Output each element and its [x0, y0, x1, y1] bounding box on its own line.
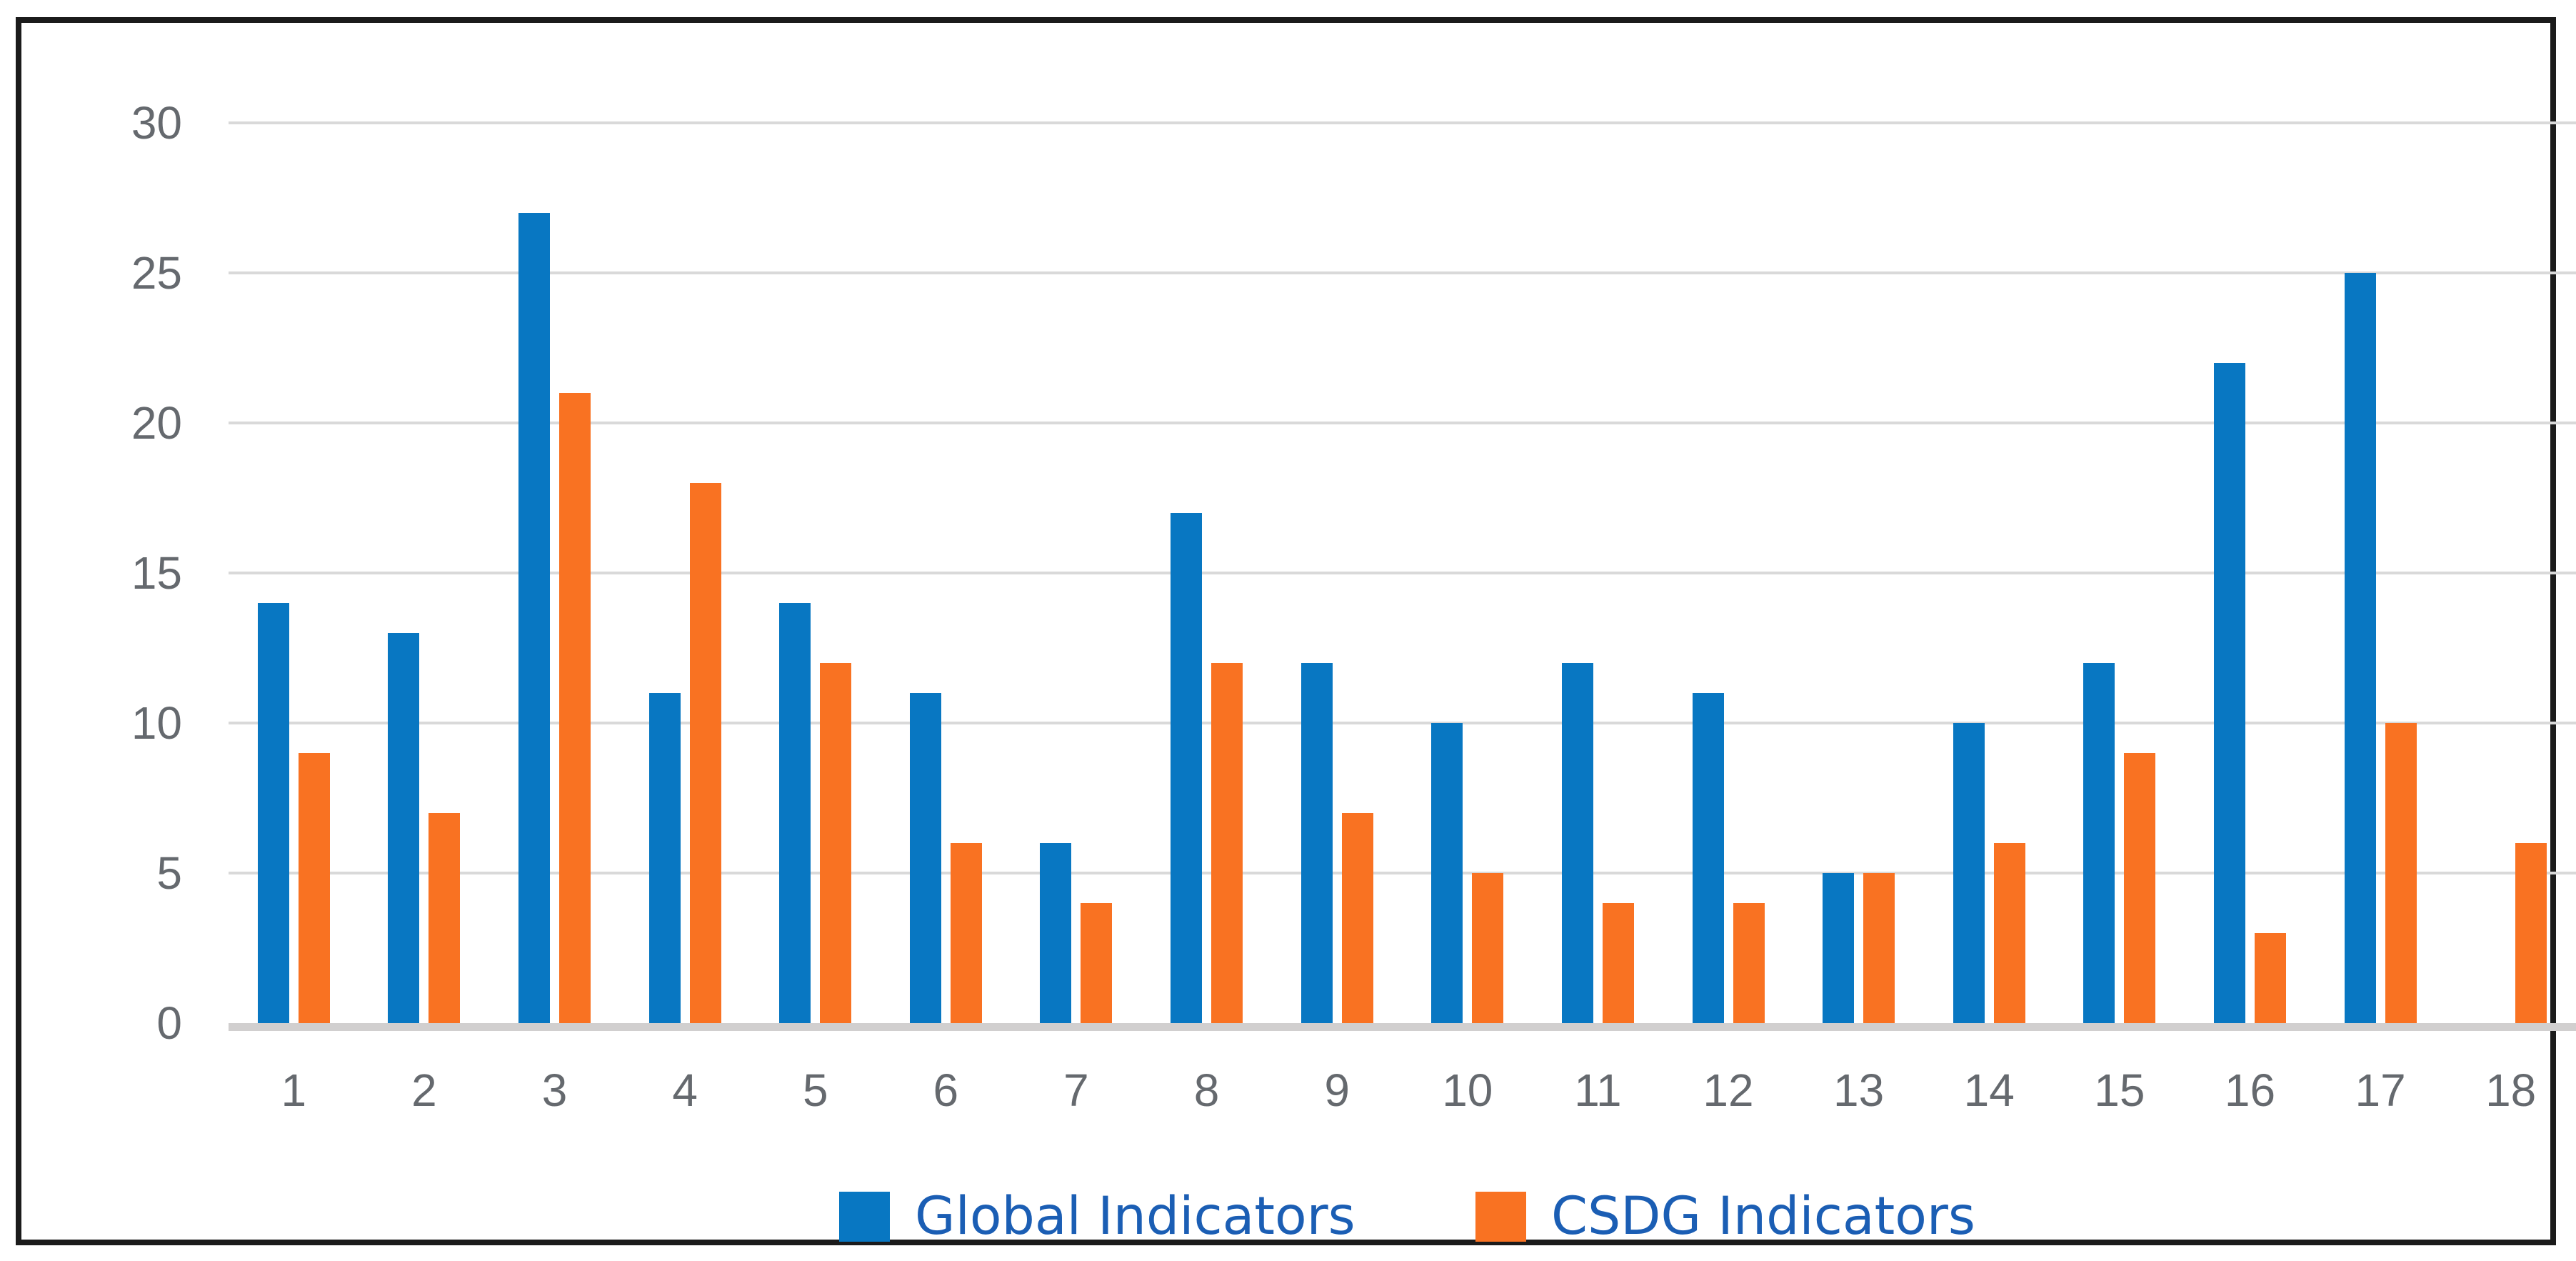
bar-group-12	[1663, 123, 1794, 1023]
bar-global-4	[648, 693, 681, 1023]
x-tick-label-15: 15	[2094, 1065, 2145, 1116]
bar-csdg-10	[1472, 873, 1504, 1023]
x-tick-label-9: 9	[1324, 1065, 1350, 1116]
x-tick-label-12: 12	[1703, 1065, 1754, 1116]
bar-global-17	[2344, 273, 2376, 1023]
bar-global-14	[1953, 723, 1985, 1023]
x-tick-label-8: 8	[1193, 1065, 1220, 1116]
gridline-5	[229, 872, 2576, 874]
x-tick-label-10: 10	[1442, 1065, 1493, 1116]
x-tick-label-4: 4	[672, 1065, 698, 1116]
bar-group-16	[2185, 123, 2315, 1023]
legend-swatch-global-indicators	[839, 1191, 890, 1242]
bar-global-7	[1040, 843, 1072, 1023]
bar-csdg-6	[950, 843, 982, 1023]
y-tick-label-15: 15	[131, 547, 182, 599]
legend-item-csdg-indicators: CSDG Indicators	[1475, 1190, 1975, 1242]
x-tick-label-7: 7	[1063, 1065, 1089, 1116]
bar-csdg-13	[1863, 873, 1895, 1023]
bar-group-8	[1141, 123, 1272, 1023]
bar-csdg-9	[1341, 813, 1373, 1023]
bar-group-1	[229, 123, 359, 1023]
bar-global-3	[518, 213, 551, 1023]
bar-group-5	[750, 123, 881, 1023]
gridline-25	[229, 271, 2576, 274]
gridline-10	[229, 722, 2576, 724]
bar-global-11	[1561, 663, 1593, 1023]
x-axis-baseline	[229, 1023, 2576, 1031]
bar-global-6	[909, 693, 941, 1023]
bar-csdg-4	[689, 483, 721, 1023]
bar-csdg-17	[2385, 723, 2417, 1023]
bar-csdg-12	[1733, 903, 1765, 1023]
y-tick-label-25: 25	[131, 247, 182, 299]
x-axis-labels: 1 2 3 4 5 6 7 8 9 10 11 12 13 14 15 16 17 18	[229, 1067, 2576, 1117]
legend-item-global-indicators: Global Indicators	[839, 1190, 1355, 1242]
gridline-30	[229, 121, 2576, 124]
bar-group-7	[1011, 123, 1142, 1023]
bar-group-18	[2445, 123, 2576, 1023]
x-tick-label-11: 11	[1574, 1065, 1622, 1116]
bar-global-1	[257, 603, 289, 1023]
y-tick-label-30: 30	[131, 97, 182, 149]
bar-group-10	[1403, 123, 1533, 1023]
x-tick-label-3: 3	[541, 1065, 568, 1116]
bar-csdg-15	[2124, 753, 2156, 1023]
bar-csdg-14	[1993, 843, 2025, 1023]
plot-area	[229, 121, 2576, 1031]
bar-csdg-1	[298, 753, 330, 1023]
x-tick-label-14: 14	[1963, 1065, 2015, 1116]
bar-global-5	[779, 603, 811, 1023]
chart-frame: 0 5 10 15 20 25 30 1 2 3 4 5 6 7 8 9 10 11 12 13 14 15 16 17 18…	[16, 17, 2576, 1245]
bar-group-4	[620, 123, 751, 1023]
x-tick-label-2: 2	[411, 1065, 437, 1116]
bar-group-13	[1793, 123, 1924, 1023]
y-tick-label-5: 5	[156, 847, 182, 899]
y-tick-label-0: 0	[156, 997, 182, 1049]
bar-group-15	[2055, 123, 2185, 1023]
bar-csdg-11	[1602, 903, 1634, 1023]
bar-global-10	[1431, 723, 1463, 1023]
bar-csdg-7	[1081, 903, 1113, 1023]
x-tick-label-1: 1	[281, 1065, 307, 1116]
bar-global-2	[388, 633, 420, 1023]
x-tick-label-16: 16	[2224, 1065, 2276, 1116]
bar-global-15	[2083, 663, 2115, 1023]
legend-swatch-csdg-indicators	[1475, 1191, 1526, 1242]
x-tick-label-5: 5	[802, 1065, 828, 1116]
bar-series-area	[229, 123, 2576, 1023]
bar-csdg-5	[820, 663, 852, 1023]
y-tick-label-10: 10	[131, 697, 182, 749]
bar-global-16	[2213, 363, 2245, 1023]
bar-csdg-2	[429, 813, 461, 1023]
y-axis-labels: 0 5 10 15 20 25 30	[21, 100, 182, 1046]
bar-group-14	[1924, 123, 2055, 1023]
bar-global-13	[1823, 873, 1855, 1023]
y-tick-label-20: 20	[131, 397, 182, 449]
bar-csdg-8	[1211, 663, 1243, 1023]
x-tick-label-18: 18	[2485, 1065, 2537, 1116]
x-tick-label-6: 6	[933, 1065, 959, 1116]
bar-csdg-18	[2515, 843, 2547, 1023]
legend-label-csdg-indicators: CSDG Indicators	[1551, 1186, 1975, 1247]
bar-group-17	[2315, 123, 2446, 1023]
bar-group-11	[1533, 123, 1663, 1023]
bar-global-12	[1692, 693, 1724, 1023]
gridline-20	[229, 422, 2576, 424]
bar-group-6	[881, 123, 1011, 1023]
bar-group-9	[1272, 123, 1403, 1023]
bar-csdg-16	[2254, 933, 2286, 1023]
legend-label-global-indicators: Global Indicators	[915, 1186, 1355, 1247]
x-tick-label-17: 17	[2355, 1065, 2406, 1116]
bar-global-8	[1171, 513, 1203, 1023]
bar-csdg-3	[559, 393, 591, 1023]
bar-group-2	[359, 123, 490, 1023]
x-tick-label-13: 13	[1833, 1065, 1885, 1116]
bar-group-3	[489, 123, 620, 1023]
gridline-15	[229, 572, 2576, 574]
bar-global-9	[1300, 663, 1333, 1023]
